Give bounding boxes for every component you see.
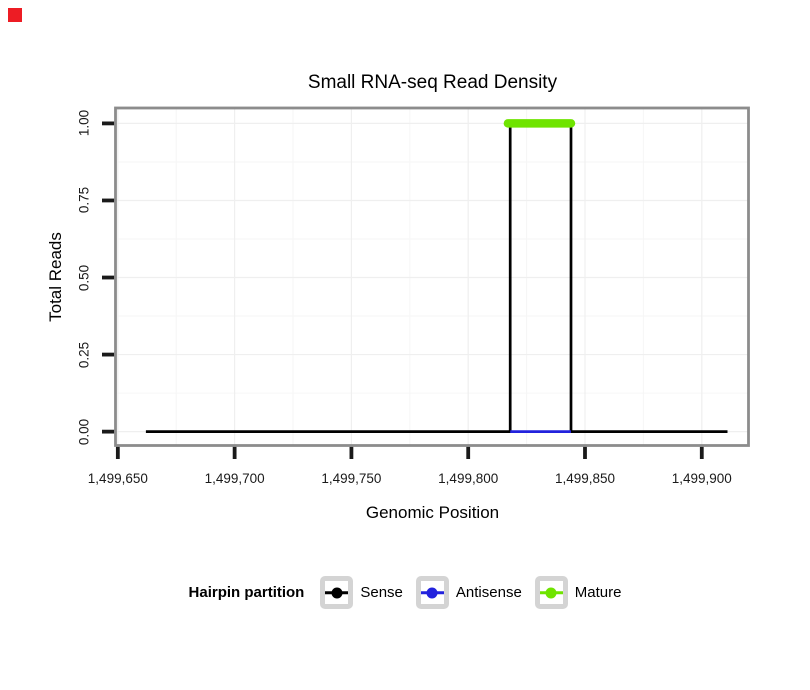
antisense-key-icon (415, 576, 449, 609)
panel-background (115, 108, 749, 446)
legend-entry-sense: Sense (320, 576, 403, 609)
antisense-point-glyph (426, 587, 438, 598)
legend: Hairpin partition Sense Antisense Mature (0, 576, 810, 609)
x-tick-label: 1,499,900 (671, 471, 732, 486)
sense-key-icon (320, 576, 354, 609)
x-tick-label: 1,499,750 (321, 471, 382, 486)
y-tick-label: 0.00 (76, 418, 92, 445)
chart-title: Small RNA-seq Read Density (307, 72, 558, 93)
y-tick-label: 0.50 (76, 264, 92, 291)
legend-label-mature: Mature (574, 584, 622, 601)
mature-point-glyph (545, 587, 557, 598)
panel-border (114, 106, 750, 447)
legend-entry-antisense: Antisense (415, 576, 522, 609)
x-axis-title: Genomic Position (365, 503, 500, 522)
y-tick-label: 0.75 (76, 187, 92, 214)
legend-title: Hairpin partition (188, 584, 305, 601)
x-tick-label: 1,499,850 (554, 471, 616, 486)
legend-entry-mature: Mature (534, 576, 622, 609)
legend-label-sense: Sense (360, 584, 403, 601)
y-tick-label: 1.00 (76, 110, 92, 137)
sense-point-glyph (331, 587, 343, 598)
x-tick-label: 1,499,700 (204, 471, 265, 486)
y-tick-label: 0.25 (76, 341, 92, 368)
x-tick-label: 1,499,800 (438, 471, 499, 486)
x-tick-label: 1,499,650 (87, 471, 148, 486)
legend-label-antisense: Antisense (455, 584, 522, 601)
red-corner-marker (8, 8, 22, 22)
mature-key-icon (534, 576, 568, 609)
y-axis-title: Total Reads (46, 232, 65, 322)
